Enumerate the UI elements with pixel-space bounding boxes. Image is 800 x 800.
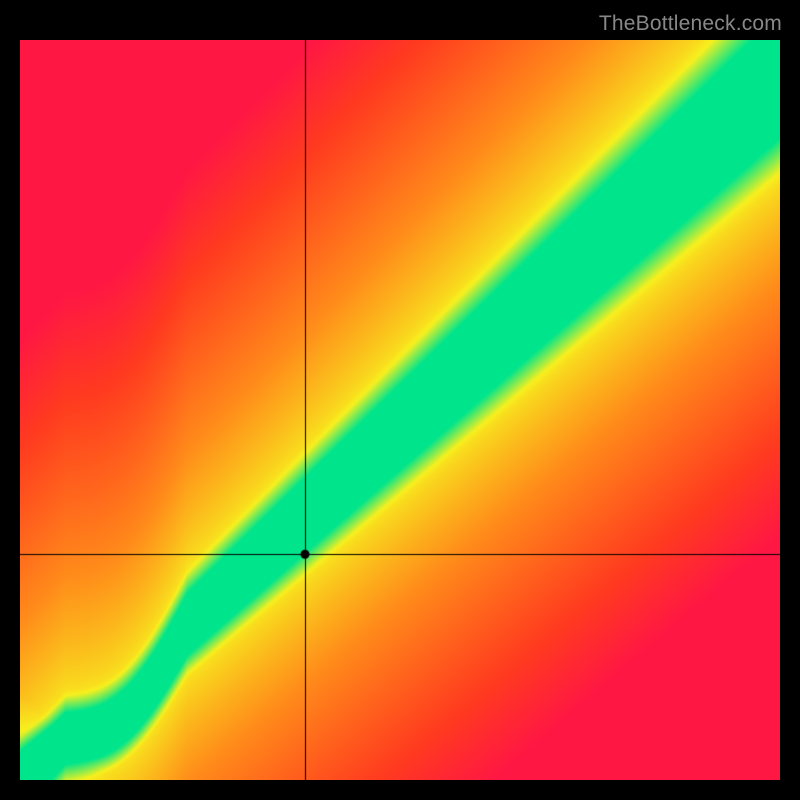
watermark-text: TheBottleneck.com — [599, 12, 782, 36]
heatmap-chart — [20, 40, 780, 780]
chart-container: TheBottleneck.com — [0, 0, 800, 800]
